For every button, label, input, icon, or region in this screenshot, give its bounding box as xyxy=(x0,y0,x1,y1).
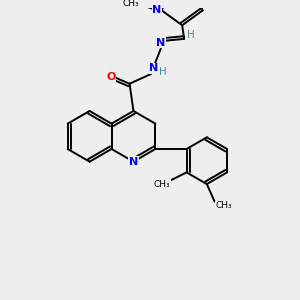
Text: N: N xyxy=(156,38,165,48)
Text: O: O xyxy=(106,72,116,82)
Text: N: N xyxy=(129,157,138,167)
Text: H: H xyxy=(159,67,167,77)
Text: CH₃: CH₃ xyxy=(122,0,139,8)
Text: N: N xyxy=(149,63,159,73)
Text: CH₃: CH₃ xyxy=(154,180,170,189)
Text: N: N xyxy=(152,5,162,16)
Text: CH₃: CH₃ xyxy=(215,201,232,210)
Text: H: H xyxy=(187,30,195,40)
